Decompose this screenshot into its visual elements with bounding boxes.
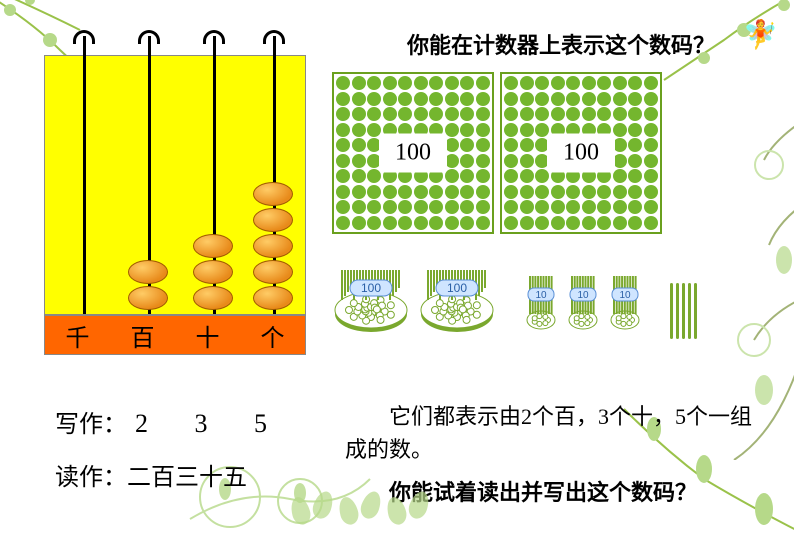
read-label: 读作：: [55, 465, 127, 491]
abacus-bead: [128, 286, 168, 310]
stick-bundles: 100 100 10 10 10: [332, 262, 697, 339]
abacus-labels: 千 百 十 个: [44, 315, 306, 355]
svg-text:10: 10: [577, 290, 589, 301]
svg-text:100: 100: [361, 281, 381, 295]
abacus-bead: [253, 208, 293, 232]
dot-grid: 100: [500, 72, 662, 234]
label-ones: 个: [261, 318, 285, 353]
write-row: 写作： 2 3 5: [55, 395, 287, 452]
dot-grid-label: 100: [379, 134, 447, 173]
abacus: 千 百 十 个: [44, 55, 306, 355]
bundle-100: 100: [332, 262, 410, 334]
bundle-10: 10: [608, 270, 642, 334]
abacus-bead: [193, 234, 233, 258]
write-read-area: 写作： 2 3 5 读作：二百三十五: [55, 395, 287, 505]
label-hundreds: 百: [131, 318, 155, 353]
svg-text:10: 10: [619, 290, 631, 301]
write-label: 写作：: [55, 412, 127, 438]
svg-text:10: 10: [535, 290, 547, 301]
bundle-10: 10: [524, 270, 558, 334]
svg-text:100: 100: [447, 281, 467, 295]
dot-grids: 100 100: [332, 72, 662, 234]
abacus-bead: [253, 260, 293, 284]
abacus-bead: [193, 286, 233, 310]
bundle-10: 10: [566, 270, 600, 334]
read-row: 读作：二百三十五: [55, 452, 287, 505]
abacus-bead: [193, 260, 233, 284]
abacus-bead: [253, 182, 293, 206]
fairy-icon: 🧚: [743, 18, 778, 52]
write-digits: 2 3 5: [135, 409, 287, 438]
abacus-bead: [128, 260, 168, 284]
dot-grid-label: 100: [547, 134, 615, 173]
footprints-deco: [290, 491, 428, 519]
abacus-body: [44, 55, 306, 315]
label-thousands: 千: [66, 318, 90, 353]
loose-sticks: [670, 283, 697, 339]
abacus-bead: [253, 234, 293, 258]
read-value: 二百三十五: [127, 465, 247, 491]
bundle-100: 100: [418, 262, 496, 334]
label-tens: 十: [196, 318, 220, 353]
question-1: 你能在计数器上表示这个数码？: [407, 32, 727, 61]
dot-grid: 100: [332, 72, 494, 234]
abacus-bead: [253, 286, 293, 310]
description-text: 它们都表示由2个百，3个十，5个一组成的数。: [345, 400, 765, 466]
